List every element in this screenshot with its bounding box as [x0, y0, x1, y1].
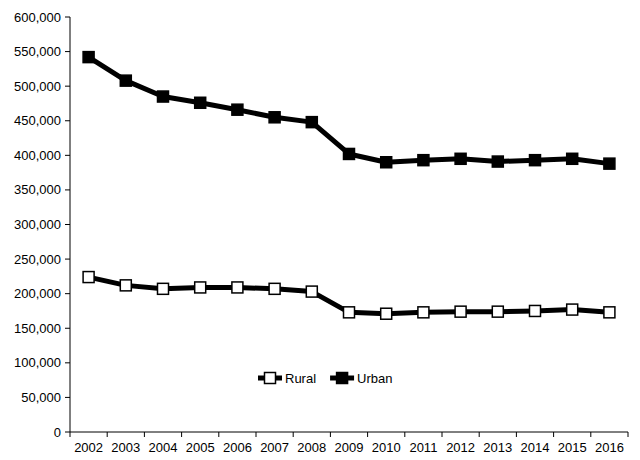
legend: Rural Urban — [258, 371, 393, 386]
y-tick — [65, 328, 70, 329]
x-tick-label: 2014 — [521, 440, 550, 455]
point — [567, 153, 578, 164]
x-tick-label: 2003 — [111, 440, 140, 455]
point — [269, 112, 280, 123]
point — [492, 306, 503, 317]
point — [455, 153, 466, 164]
x-tick-label: 2010 — [372, 440, 401, 455]
x-tick-label: 2005 — [186, 440, 215, 455]
x-tick — [256, 432, 257, 437]
x-tick — [330, 432, 331, 437]
x-tick-label: 2013 — [483, 440, 512, 455]
y-tick — [65, 86, 70, 87]
x-tick — [293, 432, 294, 437]
point — [306, 117, 317, 128]
y-tick-label: 350,000 — [14, 182, 61, 197]
y-tick — [65, 397, 70, 398]
point — [344, 307, 355, 318]
x-tick — [442, 432, 443, 437]
point — [232, 104, 243, 115]
point — [604, 307, 615, 318]
x-tick — [590, 432, 591, 437]
x-tick — [367, 432, 368, 437]
x-tick — [107, 432, 108, 437]
point — [195, 97, 206, 108]
x-tick — [553, 432, 554, 437]
point — [120, 280, 131, 291]
x-tick — [218, 432, 219, 437]
point — [418, 307, 429, 318]
x-tick-label: 2007 — [260, 440, 289, 455]
plot-data — [83, 52, 615, 320]
y-tick — [65, 155, 70, 156]
x-axis-line — [70, 432, 628, 433]
point — [492, 156, 503, 167]
point — [381, 157, 392, 168]
x-tick — [70, 432, 71, 437]
x-tick — [404, 432, 405, 437]
y-tick — [65, 17, 70, 18]
x-tick-label: 2002 — [74, 440, 103, 455]
point — [158, 283, 169, 294]
point — [83, 272, 94, 283]
legend-marker — [265, 373, 276, 384]
point — [418, 155, 429, 166]
x-tick — [181, 432, 182, 437]
legend-label: Urban — [357, 371, 392, 386]
y-tick-label: 200,000 — [14, 286, 61, 301]
y-tick — [65, 362, 70, 363]
x-tick-label: 2008 — [297, 440, 326, 455]
y-tick-label: 0 — [54, 425, 61, 440]
y-tick — [65, 293, 70, 294]
x-tick-label: 2009 — [335, 440, 364, 455]
x-tick-label: 2006 — [223, 440, 252, 455]
y-tick — [65, 259, 70, 260]
x-tick-label: 2011 — [409, 440, 437, 455]
point — [269, 283, 280, 294]
y-tick-label: 600,000 — [14, 10, 61, 25]
x-tick-label: 2016 — [595, 440, 624, 455]
y-tick-label: 300,000 — [14, 217, 61, 232]
point — [83, 52, 94, 63]
point — [604, 158, 615, 169]
y-tick-label: 50,000 — [21, 390, 61, 405]
y-tick-label: 500,000 — [14, 79, 61, 94]
point — [455, 306, 466, 317]
point — [158, 91, 169, 102]
point — [381, 308, 392, 319]
point — [530, 305, 541, 316]
point — [195, 282, 206, 293]
y-tick-label: 150,000 — [14, 321, 61, 336]
x-tick — [516, 432, 517, 437]
chart: 0 50,000 100,000 150,000 200,000 250,000 300,0… — [0, 0, 640, 460]
y-tick — [65, 224, 70, 225]
x-tick — [144, 432, 145, 437]
point — [567, 304, 578, 315]
x-tick — [628, 432, 629, 437]
y-tick — [65, 51, 70, 52]
y-tick-label: 400,000 — [14, 148, 61, 163]
y-tick — [65, 189, 70, 190]
legend-label: Rural — [285, 371, 316, 386]
point — [344, 148, 355, 159]
x-tick-label: 2004 — [149, 440, 178, 455]
x-tick — [479, 432, 480, 437]
y-tick — [65, 120, 70, 121]
series-line — [89, 57, 610, 164]
point — [306, 286, 317, 297]
point — [120, 75, 131, 86]
x-tick-label: 2012 — [446, 440, 475, 455]
y-tick-label: 450,000 — [14, 113, 61, 128]
x-tick-label: 2015 — [558, 440, 587, 455]
y-tick-label: 100,000 — [14, 355, 61, 370]
point — [232, 282, 243, 293]
y-tick-label: 550,000 — [14, 44, 61, 59]
y-tick-label: 250,000 — [14, 252, 61, 267]
y-tick — [65, 432, 70, 433]
legend-marker — [337, 373, 348, 384]
point — [530, 155, 541, 166]
